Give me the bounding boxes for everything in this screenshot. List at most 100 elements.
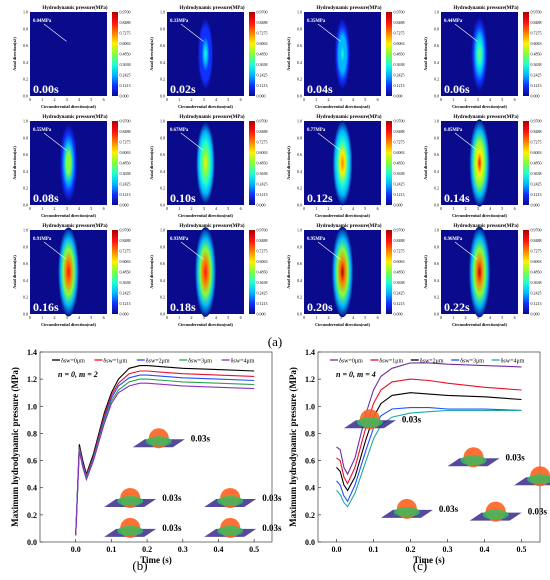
x-tick-label: 6 — [103, 97, 105, 102]
colorbar-tick-label: 0.8488 — [257, 20, 268, 25]
y-tick-label: 0.4 — [297, 278, 302, 283]
x-tick-label: 2 — [328, 97, 330, 102]
pressure-inset: 0.03s — [204, 517, 282, 538]
x-tick-label: 6 — [514, 206, 516, 211]
colorbar-tick-label: 0.8488 — [394, 129, 405, 134]
y-tick-label: 0.0 — [160, 312, 165, 317]
y-tick-label: 1.0 — [160, 119, 165, 124]
y-tick-label: 1.0 — [160, 10, 165, 15]
y-tick-label: 0.8 — [160, 244, 165, 249]
x-tick-label: 0 — [166, 206, 168, 211]
colorbar-tick-label: 0.000 — [120, 203, 129, 208]
inset-time-label: 0.03s — [402, 414, 422, 424]
x-tick-label: 2 — [191, 315, 193, 320]
colorbar-tick-label: 0.9700 — [394, 10, 405, 15]
y-tick-label: 1.0 — [434, 228, 439, 233]
x-tick-label: 0 — [29, 315, 31, 320]
y-tick-label: 0.8 — [23, 244, 28, 249]
colorbar-tick-label: 0.3638 — [120, 171, 131, 176]
colorbar-tick-label: 0.000 — [531, 203, 540, 208]
peak-pressure-label: 0.04MPa — [33, 19, 52, 24]
pressure-zone — [57, 227, 80, 317]
colorbar-tick-label: 0.4850 — [257, 161, 268, 166]
colorbar-tick-label: 0.000 — [394, 94, 403, 99]
colorbar-tick-label: 0.4850 — [394, 161, 405, 166]
inset-ring — [460, 455, 487, 466]
x-tick-label: 3 — [477, 315, 479, 320]
time-label: 0.16s — [33, 300, 59, 314]
y-tick-label: 0.2 — [434, 186, 439, 191]
colorbar-tick-label: 0.9700 — [257, 228, 268, 233]
y-axis-label: Axial direction(xλ) — [12, 255, 17, 289]
y-tick-label: 1.0 — [23, 228, 28, 233]
heatmap-title: Hydrodynamic pressure(MPa) — [316, 6, 381, 11]
x-tick-label: 0 — [29, 97, 31, 102]
inset-time-label: 0.03s — [162, 493, 182, 503]
y-axis-label: Axial direction(xλ) — [149, 146, 154, 180]
series-line — [336, 378, 522, 485]
heatmap-panel: Hydrodynamic pressure(MPa) Axial directio… — [423, 6, 542, 109]
colorbar-tick-label: 0.3638 — [531, 62, 542, 67]
colorbar-tick-label: 0.4850 — [531, 52, 542, 57]
colorbar-tick-label: 0.4850 — [257, 52, 268, 57]
pressure-zone — [197, 18, 214, 90]
y-axis-label: Axial direction(xλ) — [12, 37, 17, 71]
inset-ring — [217, 525, 244, 536]
colorbar-tick-label: 0.000 — [120, 94, 129, 99]
heatmap-title: Hydrodynamic pressure(MPa) — [42, 6, 107, 11]
colorbar-tick-label: 0.3638 — [120, 62, 131, 67]
heatmap-title: Hydrodynamic pressure(MPa) — [42, 115, 107, 120]
inset-ring — [482, 509, 509, 520]
peak-pointer — [454, 241, 478, 260]
y-tick-label: 0.2 — [160, 186, 165, 191]
y-tick-label: 0.4 — [27, 484, 37, 493]
legend-label: δsw=4μm — [231, 359, 255, 365]
y-tick-label: 1.0 — [297, 10, 302, 15]
colorbar-tick-label: 0.8488 — [257, 129, 268, 134]
peak-pointer — [43, 241, 67, 260]
x-tick-label: 6 — [103, 206, 105, 211]
y-axis-label: Axial direction(xλ) — [286, 37, 291, 71]
y-axis-label: Axial direction(xλ) — [12, 146, 17, 180]
colorbar-tick-label: 0.7275 — [120, 31, 131, 36]
colorbar-tick-label: 0.2425 — [257, 291, 268, 296]
x-tick-label: 0 — [303, 206, 305, 211]
y-tick-label: 0.8 — [434, 26, 439, 31]
colorbar — [386, 230, 392, 314]
legend-label: δsw=2μm — [146, 359, 170, 365]
colorbar — [523, 12, 529, 96]
colorbar — [249, 230, 255, 314]
x-tick-label: 2 — [328, 206, 330, 211]
x-tick-label: 2 — [191, 206, 193, 211]
colorbar-tick-label: 0.6063 — [394, 41, 405, 46]
y-tick-label: 0.0 — [23, 312, 28, 317]
heatmap-title: Hydrodynamic pressure(MPa) — [179, 6, 244, 11]
y-tick-label: 0.2 — [23, 295, 28, 300]
x-tick-label: 1 — [452, 97, 454, 102]
y-tick-label: 0.6 — [434, 261, 439, 266]
y-tick-label: 0.8 — [434, 244, 439, 249]
y-tick-label: 0.2 — [434, 77, 439, 82]
heatmap-panel: Hydrodynamic pressure(MPa) Axial directio… — [12, 224, 131, 327]
x-tick-label: 5 — [364, 206, 366, 211]
x-tick-label: 0 — [440, 97, 442, 102]
legend-label: δsw=2μm — [420, 359, 444, 365]
pressure-zone — [468, 226, 491, 318]
colorbar-tick-label: 0.000 — [531, 312, 540, 317]
colorbar — [523, 121, 529, 205]
colorbar-tick-label: 0.7275 — [257, 140, 268, 145]
inset-ring — [356, 417, 383, 428]
inset-time-label: 0.03s — [191, 433, 211, 443]
y-tick-label: 0.0 — [434, 312, 439, 317]
x-tick-label: 5 — [501, 97, 503, 102]
y-axis-label: Maximum hydrodynamic pressure (MPa) — [288, 367, 298, 527]
y-tick-label: 0.8 — [297, 26, 302, 31]
x-tick-label: 0 — [440, 206, 442, 211]
x-tick-label: 6 — [377, 315, 379, 320]
peak-pointer — [317, 241, 341, 260]
peak-pointer — [180, 132, 204, 151]
heatmap-title: Hydrodynamic pressure(MPa) — [316, 224, 381, 229]
x-tick-label: 1 — [315, 315, 317, 320]
colorbar-tick-label: 0.4850 — [531, 270, 542, 275]
y-tick-label: 1.0 — [160, 228, 165, 233]
